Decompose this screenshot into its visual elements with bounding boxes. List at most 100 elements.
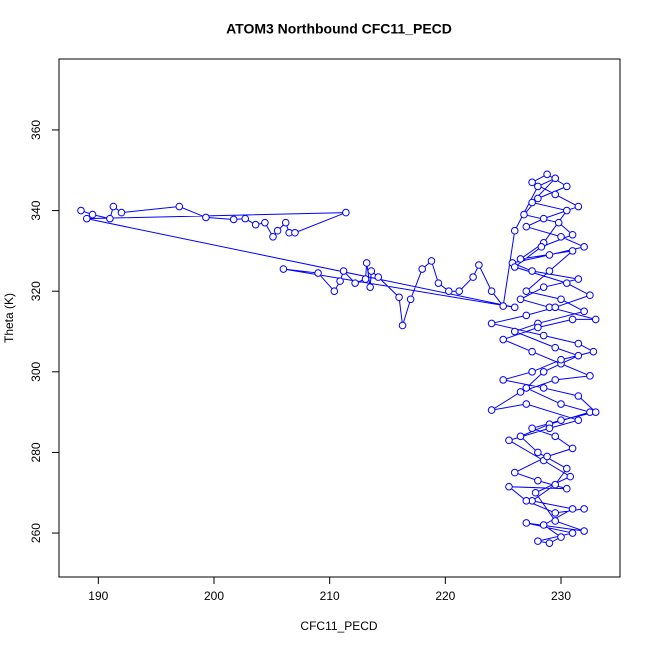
data-point [531, 488, 540, 497]
x-tick-label: 230 [551, 589, 571, 603]
data-point [551, 174, 560, 183]
data-point [551, 343, 560, 352]
plot-frame [58, 58, 621, 578]
y-tick-label: 260 [29, 523, 43, 543]
chart-title: ATOM3 Northbound CFC11_PECD [226, 21, 452, 37]
data-point [534, 537, 542, 545]
data-point [367, 267, 376, 275]
data-point [539, 283, 548, 291]
data-point [574, 202, 583, 211]
data-point [534, 448, 542, 457]
data-point [106, 214, 114, 223]
x-tick-label: 210 [320, 589, 340, 603]
data-point [499, 302, 507, 310]
data-point [398, 321, 407, 330]
data-point [499, 376, 507, 384]
data-point [522, 400, 531, 408]
data-point [528, 368, 536, 376]
data-point [522, 222, 531, 231]
data-point [580, 527, 588, 535]
data-point [574, 416, 583, 424]
data-point [580, 243, 588, 251]
data-point [469, 273, 477, 281]
data-point [545, 424, 554, 433]
data-point [568, 247, 577, 255]
data-point [522, 311, 531, 320]
data-point [557, 232, 565, 241]
data-point [445, 287, 453, 295]
data-point [574, 351, 583, 360]
data-point [551, 303, 560, 312]
data-point [591, 408, 600, 416]
data-point [554, 218, 563, 227]
data-point [505, 436, 513, 445]
data-point [395, 293, 403, 302]
data-point [568, 505, 577, 513]
data-point [516, 432, 525, 441]
data-point [273, 226, 282, 235]
data-point [475, 261, 483, 269]
data-point [580, 505, 588, 513]
data-point [487, 287, 496, 295]
data-point [279, 265, 288, 273]
data-point [362, 259, 371, 267]
data-point [566, 472, 575, 481]
data-point [516, 255, 525, 263]
data-point [516, 295, 525, 304]
data-point [574, 339, 583, 348]
data-point [434, 279, 443, 287]
data-point [551, 376, 560, 384]
y-tick-label: 280 [29, 442, 43, 462]
x-tick-label: 220 [435, 589, 455, 603]
data-point [487, 319, 496, 328]
data-point [580, 307, 588, 316]
data-point [516, 388, 525, 396]
data-point [557, 355, 565, 364]
data-point [543, 170, 551, 179]
data-point [522, 519, 531, 527]
data-point [427, 257, 436, 265]
data-point [539, 214, 548, 223]
data-point [291, 228, 299, 237]
x-axis-label: CFC11_PECD [300, 619, 377, 633]
data-point [568, 444, 577, 453]
x-tick-label: 200 [204, 589, 224, 603]
data-point [586, 372, 594, 380]
y-tick-label: 360 [29, 120, 43, 140]
data-point [522, 287, 531, 295]
y-tick-label: 300 [29, 361, 43, 381]
data-point [366, 283, 374, 291]
data-point [557, 416, 565, 424]
data-point [202, 213, 210, 222]
data-point [562, 464, 571, 473]
data-point [88, 210, 97, 219]
data-point [534, 194, 542, 203]
data-point [406, 295, 415, 304]
data-point [534, 476, 542, 485]
data-point [562, 279, 571, 287]
data-point [545, 251, 554, 259]
y-axis-label: Theta (K) [2, 293, 16, 343]
data-point [336, 277, 344, 285]
data-point [528, 347, 536, 356]
data-point [562, 182, 571, 191]
data-point [545, 267, 554, 275]
data-point [510, 327, 519, 336]
data-point [528, 198, 536, 207]
data-point [510, 263, 519, 271]
data-point [351, 279, 359, 287]
data-point [418, 265, 427, 273]
data-point [510, 468, 519, 477]
data-point [534, 182, 542, 191]
data-point [455, 287, 464, 295]
data-point [522, 497, 531, 505]
data-point [520, 210, 528, 219]
data-point [499, 335, 507, 344]
data-point [557, 295, 565, 304]
data-point [574, 392, 583, 400]
data-point [374, 273, 383, 281]
data-point [574, 275, 583, 283]
data-point [537, 243, 546, 251]
